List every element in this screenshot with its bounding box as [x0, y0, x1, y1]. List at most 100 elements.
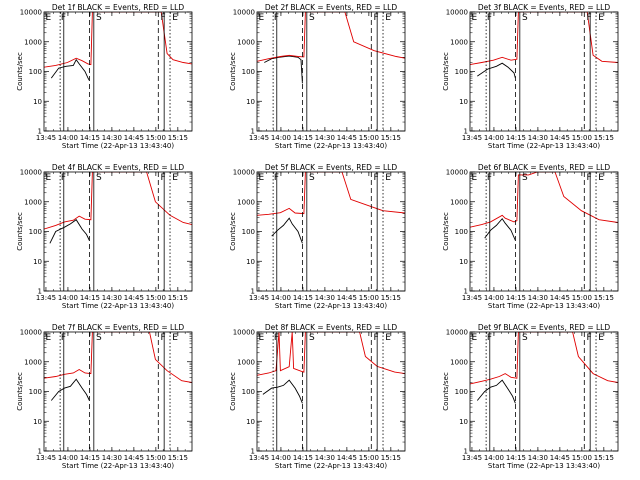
state-marker: F [373, 173, 378, 183]
y-tick-label: 1000 [237, 358, 255, 366]
events-series-line [262, 379, 303, 404]
state-marker: E [45, 173, 51, 183]
x-tick-label: 14:15 [80, 294, 100, 302]
x-tick-label: 14:30 [528, 294, 548, 302]
x-tick-label: 14:45 [124, 294, 144, 302]
plot-data [257, 12, 405, 84]
x-tick-label: 14:45 [124, 134, 144, 142]
x-tick-label: 14:15 [80, 454, 100, 462]
state-marker: F [586, 13, 591, 23]
x-tick-label: 14:00 [271, 454, 291, 462]
y-tick-label: 1 [38, 448, 42, 456]
x-tick-label: 14:45 [337, 454, 357, 462]
x-tick-label: 14:15 [293, 294, 313, 302]
y-tick-label: 10 [246, 258, 255, 266]
events-series-line [50, 58, 90, 81]
plot-data [257, 172, 405, 244]
state-marker: E [258, 173, 264, 183]
x-tick-label: 15:00 [359, 134, 379, 142]
state-marker: F [160, 13, 165, 23]
y-axis-label: Counts/sec [16, 52, 24, 91]
plot-data [44, 12, 192, 81]
y-tick-label: 1 [38, 288, 42, 296]
x-tick-label: 13:45 [249, 134, 269, 142]
y-tick-label: 100 [242, 68, 255, 76]
x-axis-label: Start Time (22-Apr-13 13:43:40) [488, 462, 600, 470]
state-marker: F [586, 173, 591, 183]
x-axis-label: Start Time (22-Apr-13 13:43:40) [488, 302, 600, 310]
x-tick-label: 14:15 [506, 454, 526, 462]
y-tick-label: 1 [38, 128, 42, 136]
y-tick-label: 10 [459, 418, 468, 426]
x-tick-label: 15:00 [146, 454, 166, 462]
y-axis-label: Counts/sec [229, 52, 237, 91]
state-marker: S [309, 13, 315, 23]
x-tick-label: 14:45 [337, 134, 357, 142]
x-tick-label: 13:45 [462, 454, 482, 462]
x-tick-label: 14:00 [484, 134, 504, 142]
state-marker: E [258, 13, 264, 23]
x-tick-label: 14:00 [271, 134, 291, 142]
state-marker: E [471, 173, 477, 183]
state-marker: F [586, 333, 591, 343]
y-tick-label: 1 [251, 448, 255, 456]
y-axis-label: Counts/sec [229, 372, 237, 411]
x-axis-label: Start Time (22-Apr-13 13:43:40) [62, 462, 174, 470]
y-tick-label: 1 [464, 448, 468, 456]
state-marker: F [274, 333, 279, 343]
x-tick-label: 14:15 [80, 134, 100, 142]
y-tick-label: 1000 [237, 38, 255, 46]
x-tick-label: 14:30 [102, 134, 122, 142]
x-tick-label: 14:00 [58, 294, 78, 302]
x-tick-label: 13:45 [249, 454, 269, 462]
x-tick-label: 14:00 [484, 294, 504, 302]
x-tick-label: 15:15 [381, 294, 401, 302]
state-marker: F [487, 333, 492, 343]
y-tick-label: 100 [29, 388, 42, 396]
events-series-line [264, 55, 303, 84]
plot-data [44, 332, 192, 401]
plot-data [470, 332, 618, 404]
lld-series-line [44, 332, 192, 383]
y-axis-label: Counts/sec [16, 212, 24, 251]
state-marker: S [96, 173, 102, 183]
state-marker: F [487, 13, 492, 23]
state-marker: E [598, 13, 604, 23]
events-series-line [271, 217, 303, 244]
state-marker: E [172, 173, 178, 183]
panel-title: Det 1f BLACK = Events, RED = LLD [52, 3, 185, 12]
state-marker: S [96, 333, 102, 343]
y-tick-label: 1 [464, 288, 468, 296]
y-tick-label: 10 [246, 418, 255, 426]
events-series-line [477, 62, 516, 79]
lld-series-line [257, 172, 405, 216]
x-tick-label: 14:00 [271, 294, 291, 302]
y-tick-label: 10 [459, 98, 468, 106]
x-tick-label: 15:00 [359, 454, 379, 462]
panel-title: Det 3f BLACK = Events, RED = LLD [478, 3, 611, 12]
state-marker: E [45, 13, 51, 23]
y-tick-label: 100 [455, 228, 468, 236]
x-tick-label: 15:00 [572, 134, 592, 142]
x-tick-label: 13:45 [249, 294, 269, 302]
state-marker: F [487, 173, 492, 183]
x-tick-label: 13:45 [36, 294, 56, 302]
x-tick-label: 15:15 [168, 454, 188, 462]
x-tick-label: 14:15 [506, 294, 526, 302]
y-tick-label: 100 [29, 228, 42, 236]
y-axis-label: Counts/sec [442, 52, 450, 91]
x-axis-label: Start Time (22-Apr-13 13:43:40) [62, 142, 174, 150]
x-tick-label: 14:45 [550, 454, 570, 462]
x-tick-label: 13:45 [36, 134, 56, 142]
state-marker: S [522, 173, 528, 183]
panel-title: Det 2f BLACK = Events, RED = LLD [265, 3, 398, 12]
events-series-line [476, 379, 516, 404]
state-marker: E [258, 333, 264, 343]
y-tick-label: 10000 [446, 169, 468, 177]
